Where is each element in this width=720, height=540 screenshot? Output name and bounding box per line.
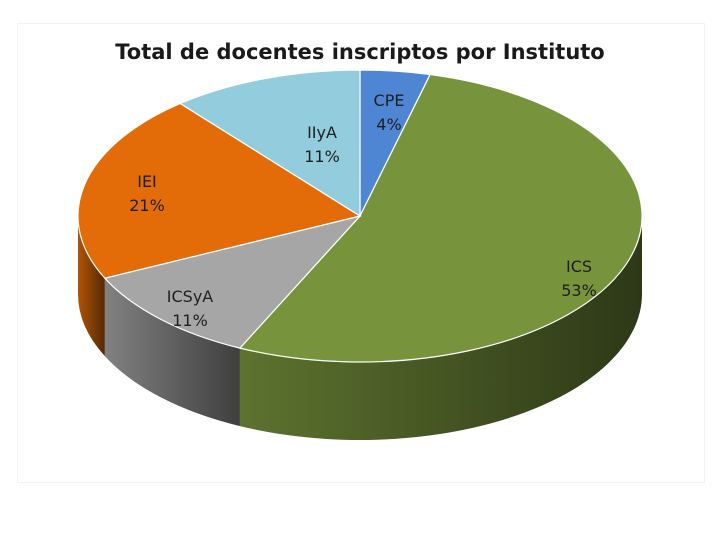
data-label-iiya: IIyA 11%	[304, 123, 340, 166]
pie-side-walls	[78, 216, 642, 440]
data-label-icsya: ICSyA 11%	[167, 287, 214, 330]
data-labels: CPE 4% ICS 53% ICSyA 11% IEI 21% IIyA 11%	[129, 91, 597, 330]
data-label-iei: IEI 21%	[129, 172, 165, 215]
data-label-ics: ICS 53%	[561, 257, 597, 300]
pie-top-faces	[77, 69, 643, 363]
slice-iei	[77, 102, 362, 279]
side-iei	[78, 216, 105, 357]
slice-icsya	[103, 214, 362, 349]
data-label-cpe: CPE 4%	[374, 91, 405, 134]
slice-ics	[238, 73, 643, 363]
side-icsya	[104, 278, 240, 427]
chart-title: Total de docentes inscriptos por Institu…	[115, 40, 605, 64]
side-ics	[239, 216, 642, 440]
slice-iiya	[178, 69, 361, 218]
